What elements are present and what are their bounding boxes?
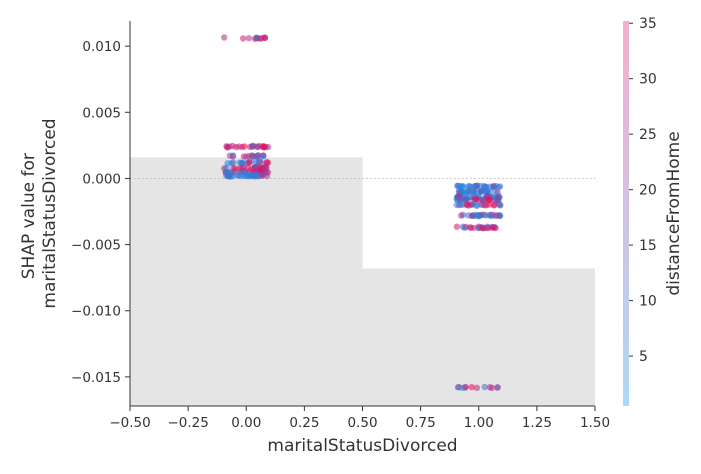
scatter-point xyxy=(236,159,243,166)
scatter-point xyxy=(456,183,463,190)
scatter-point xyxy=(263,158,270,166)
y-tick-label: −0.015 xyxy=(71,370,121,386)
scatter-point xyxy=(488,384,495,391)
scatter-point xyxy=(224,172,232,180)
scatter-point xyxy=(229,173,237,180)
x-tick-label: 0.00 xyxy=(231,415,261,431)
scatter-point xyxy=(496,201,503,209)
x-tick-label: 0.50 xyxy=(347,415,377,431)
x-tick-label: 0.25 xyxy=(289,415,319,431)
scatter-point xyxy=(493,212,500,219)
scatter-point xyxy=(479,196,487,203)
y-axis-label-line-2: maritalStatusDivorced xyxy=(40,118,60,308)
scatter-point xyxy=(461,224,468,231)
y-axis-label: SHAP value for maritalStatusDivorced xyxy=(19,118,60,308)
x-tick-label: 1.00 xyxy=(464,415,494,431)
colorbar-label: distanceFromHome xyxy=(664,131,684,295)
scatter-point xyxy=(463,201,471,209)
scatter-point xyxy=(478,201,485,208)
colorbar-tick-label: 15 xyxy=(639,238,657,254)
scatter-point xyxy=(473,202,481,209)
scatter-point xyxy=(259,172,266,179)
colorbar-tick-label: 25 xyxy=(639,127,657,143)
scatter-points xyxy=(221,34,504,391)
scatter-point xyxy=(494,384,501,391)
colorbar-gradient xyxy=(623,21,629,406)
x-ticks: −0.50 −0.25 0.00 0.25 0.50 0.75 1.00 1.25 1.50 xyxy=(109,406,610,431)
scatter-point xyxy=(486,211,494,219)
axes: −0.50 −0.25 0.00 0.25 0.50 0.75 1.00 1.25 1.50 0… xyxy=(71,21,610,431)
scatter-point xyxy=(228,160,235,167)
x-tick-label: −0.50 xyxy=(109,415,150,431)
y-tick-label: −0.010 xyxy=(71,304,121,320)
scatter-point xyxy=(221,34,228,41)
scatter-point xyxy=(255,158,262,166)
scatter-point xyxy=(259,143,267,151)
y-tick-label: −0.005 xyxy=(71,238,121,254)
scatter-point xyxy=(492,188,499,195)
scatter-point xyxy=(466,224,474,231)
scatter-point xyxy=(492,182,500,190)
colorbar-ticks: 5 10 15 20 25 30 35 xyxy=(629,16,657,365)
scatter-point xyxy=(232,143,240,151)
x-tick-label: −0.25 xyxy=(167,415,208,431)
colorbar-tick-label: 5 xyxy=(639,349,648,365)
scatter-point xyxy=(453,223,461,230)
colorbar: 5 10 15 20 25 30 35 distanceFromHome xyxy=(623,16,684,406)
background-histogram xyxy=(130,157,595,406)
scatter-point xyxy=(477,182,484,190)
scatter-point xyxy=(462,195,470,203)
colorbar-tick-label: 30 xyxy=(639,72,657,88)
scatter-point xyxy=(265,143,272,151)
scatter-point xyxy=(239,35,247,42)
colorbar-tick-label: 35 xyxy=(639,16,657,32)
scatter-point xyxy=(492,224,499,232)
y-tick-label: 0.005 xyxy=(82,105,121,121)
y-tick-label: 0.010 xyxy=(82,39,121,55)
scatter-point xyxy=(249,142,256,150)
scatter-point xyxy=(260,152,267,160)
x-tick-label: 1.25 xyxy=(522,415,552,431)
scatter-point xyxy=(246,159,253,166)
scatter-point xyxy=(481,383,488,391)
y-ticks: 0.010 0.005 0.000 −0.005 −0.010 −0.015 xyxy=(71,39,130,386)
scatter-point xyxy=(472,212,479,220)
y-tick-label: 0.000 xyxy=(82,171,121,187)
scatter-point xyxy=(468,383,475,391)
scatter-point xyxy=(479,225,486,232)
scatter-point xyxy=(229,152,237,159)
histogram-bar xyxy=(362,268,595,406)
x-axis-label: maritalStatusDivorced xyxy=(267,436,457,456)
scatter-point xyxy=(473,196,480,203)
scatter-point xyxy=(240,153,248,160)
scatter-point xyxy=(250,152,257,160)
scatter-point xyxy=(454,196,461,204)
scatter-point xyxy=(465,212,472,219)
scatter-point xyxy=(458,212,465,219)
y-axis-label-line-1: SHAP value for xyxy=(19,153,39,279)
scatter-point xyxy=(483,188,490,195)
x-tick-label: 0.75 xyxy=(406,415,436,431)
scatter-point xyxy=(245,35,253,42)
scatter-point xyxy=(248,172,256,179)
scatter-point xyxy=(253,171,261,179)
scatter-point xyxy=(241,143,248,150)
scatter-point xyxy=(223,143,230,150)
scatter-point xyxy=(253,34,260,41)
x-tick-label: 1.50 xyxy=(580,415,610,431)
scatter-point xyxy=(473,384,481,391)
scatter-point xyxy=(455,201,463,209)
scatter-point xyxy=(491,202,498,209)
scatter-point xyxy=(459,384,466,391)
colorbar-tick-label: 10 xyxy=(639,294,657,310)
histogram-bar xyxy=(130,157,363,406)
colorbar-tick-label: 20 xyxy=(639,183,657,199)
